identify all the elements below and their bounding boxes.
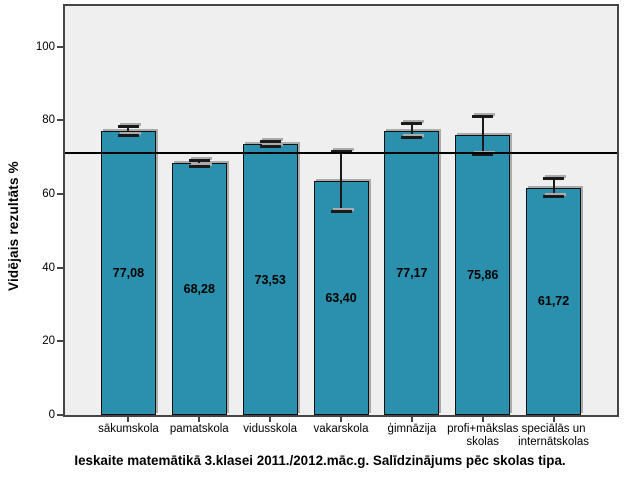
x-tick-label: sākumskola — [98, 423, 159, 435]
y-tick-label: 60 — [42, 187, 55, 200]
error-bar-line — [410, 123, 413, 138]
error-bar-cap-bottom — [401, 136, 423, 140]
y-axis-title: Vidējais rezultāts % — [6, 161, 21, 292]
error-bar-cap-bottom — [330, 209, 352, 213]
x-tick-label: vakarskola — [313, 423, 369, 435]
bar — [171, 163, 227, 415]
y-tick-mark — [57, 266, 63, 269]
error-bar-cap-bottom — [117, 134, 139, 138]
y-tick-label: 20 — [42, 335, 55, 348]
bar-value-label: 63,40 — [325, 291, 357, 306]
error-bar-cap-top — [188, 158, 210, 162]
y-tick-mark — [57, 45, 63, 48]
x-tick-label: vidusskola — [243, 423, 297, 435]
reference-line — [65, 152, 617, 155]
x-tick-mark — [127, 417, 130, 422]
x-tick-label: ģimnāzija — [387, 423, 437, 435]
bar-value-label: 75,86 — [467, 268, 499, 283]
bar-value-label: 68,28 — [183, 282, 215, 297]
error-bar-line — [198, 160, 201, 167]
y-tick-label: 0 — [48, 409, 55, 421]
x-tick-mark — [552, 417, 555, 422]
error-bar-cap-bottom — [543, 195, 565, 198]
plot-area: 77,08 68,28 73,53 63,40 77,17 75,86 61,72 — [63, 4, 619, 417]
y-tick-mark — [57, 340, 63, 343]
y-tick-label: 40 — [42, 261, 55, 274]
x-tick-mark — [340, 417, 342, 422]
bar-value-label: 77,08 — [112, 266, 145, 280]
error-bar-line — [552, 178, 555, 197]
error-bar-line — [481, 116, 484, 155]
x-tick-mark — [198, 417, 201, 422]
y-tick-mark — [57, 119, 63, 122]
x-tick-mark — [410, 417, 413, 422]
bar-value-label: 73,53 — [254, 272, 286, 287]
y-tick-mark — [57, 192, 63, 195]
y-tick-mark — [57, 414, 63, 416]
error-bar-line — [127, 126, 130, 136]
error-bar-cap-top — [472, 115, 494, 119]
bar — [384, 130, 440, 415]
bar — [100, 131, 156, 415]
error-bar-cap-bottom — [472, 153, 494, 156]
error-bar-cap-top — [543, 177, 565, 181]
error-bar-cap-top — [259, 140, 281, 144]
bar — [455, 135, 511, 415]
x-tick-label: speciālās un internātskolas — [518, 423, 590, 448]
x-tick-mark — [269, 417, 272, 422]
error-bar-cap-bottom — [188, 164, 210, 168]
error-bar-line — [340, 151, 342, 212]
y-tick-label: 100 — [35, 40, 55, 53]
x-tick-label: pamatskola — [169, 423, 229, 435]
error-bar-cap-top — [330, 149, 352, 153]
bar-value-label: 77,17 — [396, 265, 428, 280]
y-tick-label: 80 — [42, 114, 55, 127]
error-bar-cap-top — [401, 121, 423, 125]
error-bar-line — [269, 141, 272, 147]
error-bar-cap-top — [117, 124, 139, 128]
bar — [313, 181, 369, 415]
error-bar-cap-bottom — [259, 144, 281, 148]
bar — [526, 187, 582, 415]
plot-inner: 77,08 68,28 73,53 63,40 77,17 75,86 61,72 — [65, 6, 617, 415]
chart-title: Ieskaite matemātikā 3.klasei 2011./2012.… — [74, 453, 566, 468]
bar-value-label: 61,72 — [537, 294, 570, 309]
x-tick-label: profi+mākslas skolas — [447, 423, 519, 448]
x-tick-mark — [481, 417, 484, 422]
